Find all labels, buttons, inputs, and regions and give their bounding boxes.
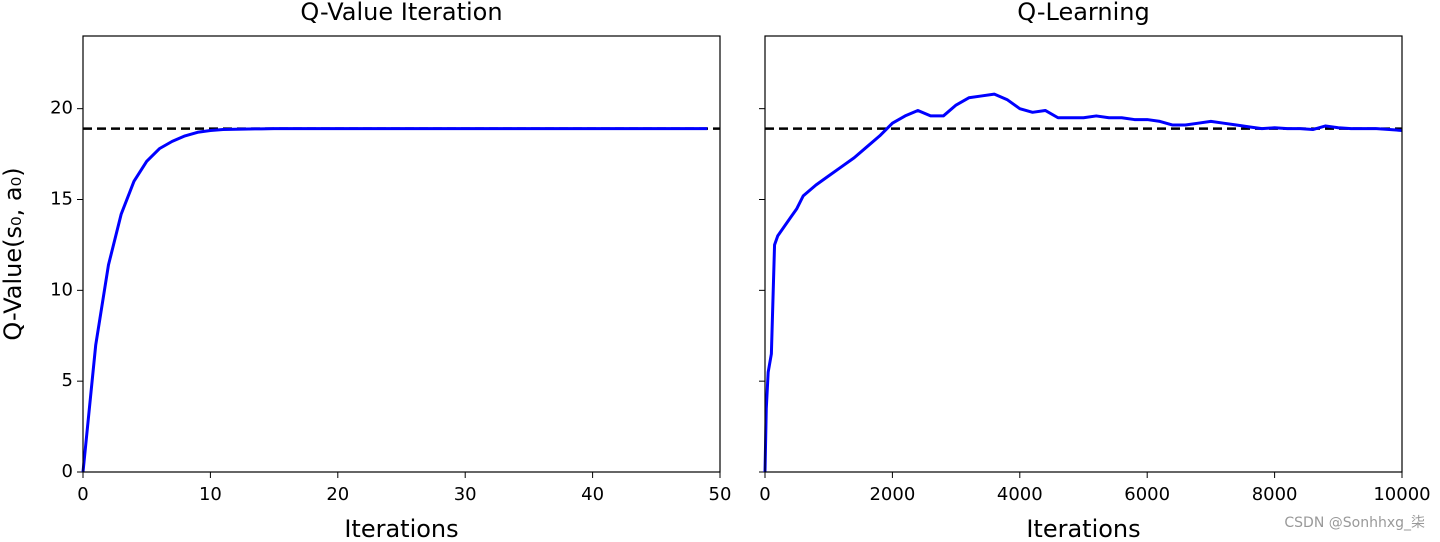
x-tick-label: 10 (199, 484, 222, 505)
watermark: CSDN @Sonhhxg_柒 (1284, 515, 1425, 531)
chart-title: Q-Learning (1017, 0, 1149, 26)
x-tick-label: 2000 (869, 484, 915, 505)
line (81, 127, 708, 473)
y-tick-label: 20 (50, 98, 73, 119)
x-tick-label: 20 (326, 484, 349, 505)
plot-frame (764, 35, 1403, 473)
y-tick-label: 0 (62, 461, 73, 482)
x-tick-label: 30 (454, 484, 477, 505)
x-tick-label: 6000 (1124, 484, 1170, 505)
plot-frame (82, 35, 721, 473)
x-tick-label: 4000 (997, 484, 1043, 505)
chart-title: Q-Value Iteration (300, 0, 502, 26)
y-tick-label: 10 (50, 279, 73, 300)
x-tick-label: 8000 (1252, 484, 1298, 505)
line (763, 92, 1403, 473)
y-axis-label: Q-Value(s₀, a₀) (0, 167, 27, 340)
y-tick-label: 5 (62, 370, 73, 391)
x-axis-label: Iterations (1026, 515, 1140, 542)
x-tick-label: 40 (581, 484, 604, 505)
y-tick-label: 15 (50, 189, 73, 210)
x-axis-label: Iterations (344, 515, 458, 542)
x-tick-label: 10000 (1373, 484, 1430, 505)
x-tick-label: 0 (759, 484, 770, 505)
x-tick-label: 0 (77, 484, 88, 505)
x-tick-label: 50 (709, 484, 732, 505)
